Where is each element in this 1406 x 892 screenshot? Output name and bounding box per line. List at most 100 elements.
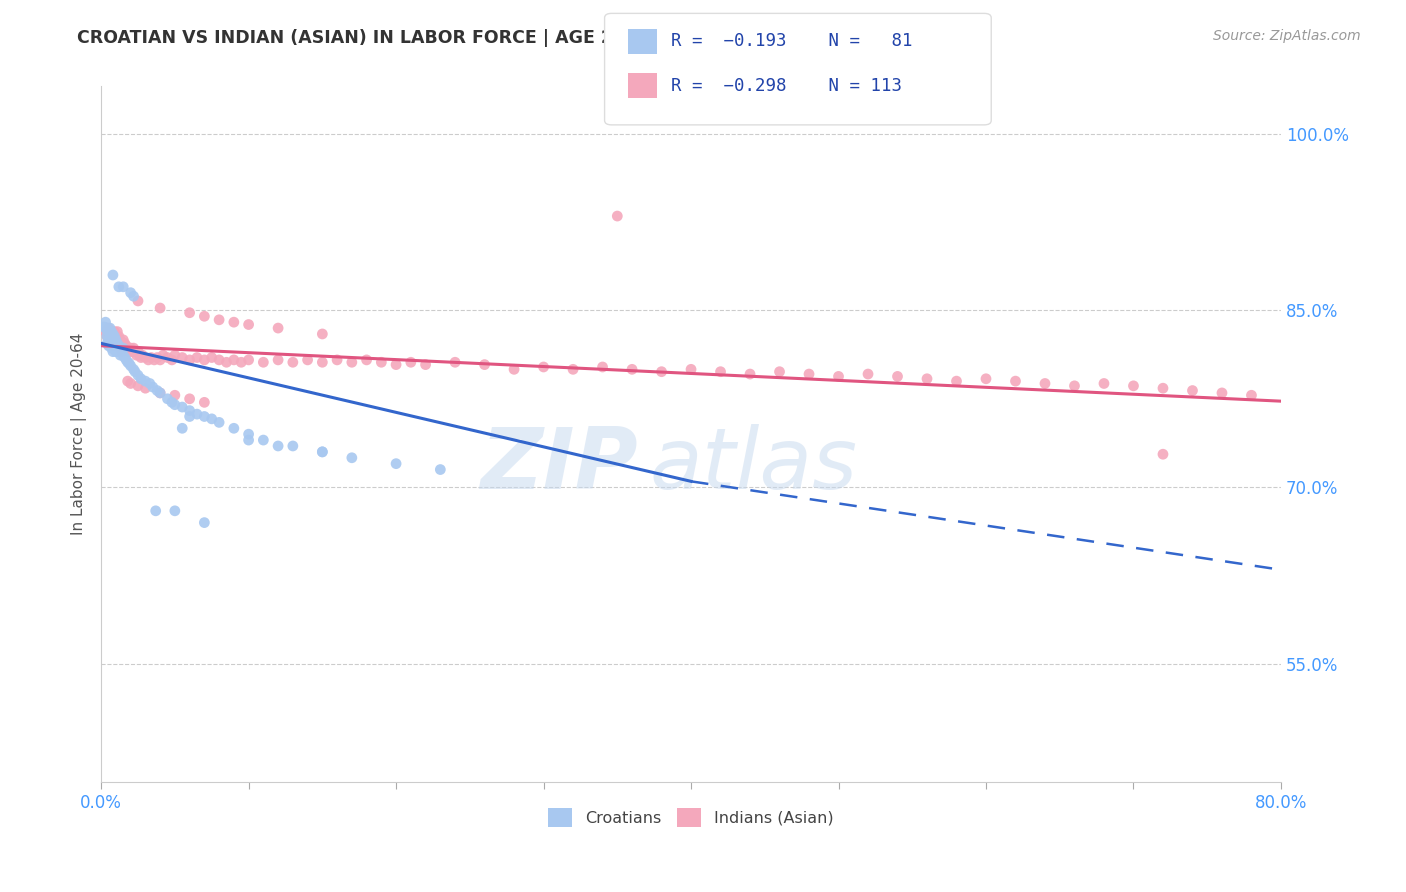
Point [134, 374, 156, 388]
Point [311, 445, 333, 459]
Point [108, 339, 131, 353]
Point [112, 341, 135, 355]
Point [104, 329, 127, 343]
Text: ZIP: ZIP [481, 424, 638, 507]
Point [1004, 374, 1026, 388]
Point [117, 374, 139, 388]
Point [179, 306, 201, 320]
Point [238, 433, 260, 447]
Point [1063, 379, 1085, 393]
Point [768, 365, 790, 379]
Point [797, 367, 820, 381]
Point [127, 368, 149, 383]
Point [97, 333, 120, 347]
Point [101, 268, 124, 282]
Point [163, 348, 186, 362]
Point [156, 392, 179, 406]
Point [340, 450, 363, 465]
Point [143, 352, 166, 367]
Point [621, 362, 644, 376]
Text: CROATIAN VS INDIAN (ASIAN) IN LABOR FORCE | AGE 20-64 CORRELATION CHART: CROATIAN VS INDIAN (ASIAN) IN LABOR FORC… [77, 29, 872, 47]
Point [136, 352, 159, 367]
Point [281, 355, 304, 369]
Point [110, 348, 132, 362]
Point [115, 352, 138, 367]
Point [311, 445, 333, 459]
Point [179, 409, 201, 424]
Point [738, 367, 761, 381]
Point [110, 341, 132, 355]
Point [1240, 388, 1263, 402]
Point [160, 395, 183, 409]
Point [370, 355, 392, 369]
Point [222, 421, 245, 435]
Point [112, 333, 135, 347]
Point [105, 341, 128, 355]
Point [856, 367, 879, 381]
Point [121, 344, 143, 359]
Point [101, 344, 124, 359]
Point [1092, 376, 1115, 391]
Point [238, 427, 260, 442]
Point [131, 348, 153, 362]
Point [208, 313, 231, 327]
Point [108, 344, 131, 359]
Point [215, 355, 238, 369]
Point [208, 416, 231, 430]
Point [104, 339, 127, 353]
Point [142, 380, 165, 394]
Point [149, 385, 172, 400]
Point [146, 384, 169, 398]
Point [149, 385, 172, 400]
Text: R =  −0.298    N = 113: R = −0.298 N = 113 [671, 77, 901, 95]
Point [100, 336, 122, 351]
Point [399, 355, 422, 369]
Point [124, 365, 146, 379]
Point [974, 372, 997, 386]
Point [101, 339, 124, 353]
Point [1211, 385, 1233, 400]
Point [108, 280, 131, 294]
Point [104, 333, 127, 347]
Point [152, 348, 174, 362]
Point [827, 369, 849, 384]
Point [111, 344, 134, 359]
Point [103, 336, 125, 351]
Point [129, 372, 152, 386]
Point [100, 326, 122, 341]
Point [120, 341, 142, 355]
Point [281, 439, 304, 453]
Legend: Croatians, Indians (Asian): Croatians, Indians (Asian) [541, 802, 841, 833]
Point [98, 323, 121, 337]
Point [193, 352, 215, 367]
Point [267, 352, 290, 367]
Point [163, 504, 186, 518]
Point [193, 310, 215, 324]
Point [297, 352, 319, 367]
Point [117, 341, 139, 355]
Point [112, 348, 135, 362]
Point [163, 388, 186, 402]
Point [96, 329, 118, 343]
Point [110, 333, 132, 347]
Point [120, 285, 142, 300]
Point [179, 352, 201, 367]
Point [104, 344, 127, 359]
Point [238, 318, 260, 332]
Point [208, 352, 231, 367]
Point [201, 351, 224, 365]
Point [1181, 384, 1204, 398]
Point [98, 326, 121, 341]
Point [125, 348, 148, 362]
Point [231, 355, 253, 369]
Point [186, 407, 208, 421]
Point [145, 504, 167, 518]
Point [101, 339, 124, 353]
Point [108, 339, 131, 353]
Point [94, 315, 117, 329]
Point [97, 321, 120, 335]
Point [533, 359, 555, 374]
Point [112, 280, 135, 294]
Point [134, 351, 156, 365]
Point [110, 341, 132, 355]
